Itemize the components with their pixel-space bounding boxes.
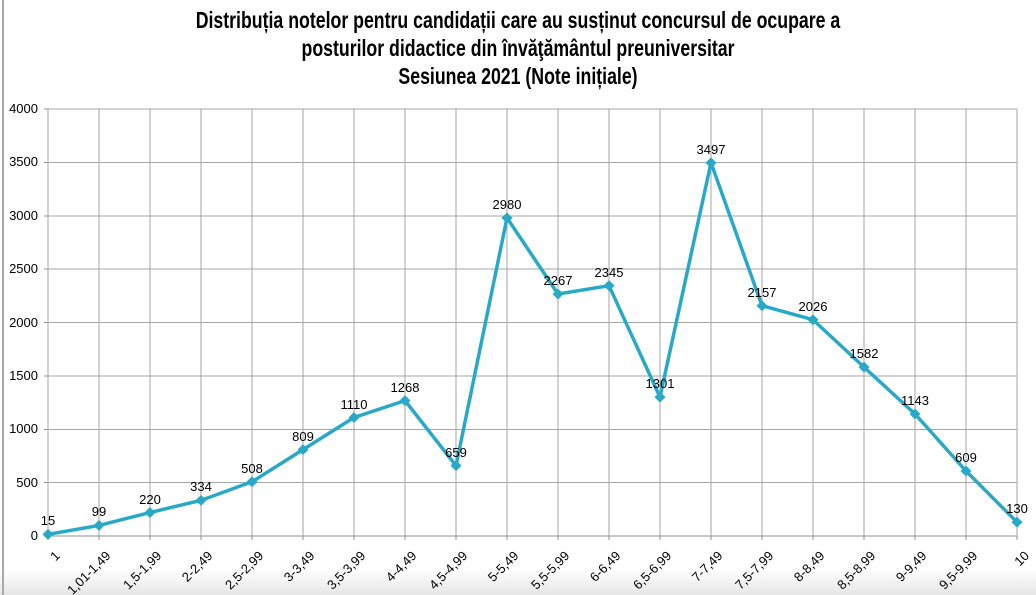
data-point-label: 2157 [747,284,777,300]
y-axis-tick-label: 1500 [9,367,38,383]
data-point-marker [552,288,564,300]
data-point-label: 1268 [390,379,420,395]
y-axis-tick-label: 2500 [9,261,38,277]
window-bottom-edge [0,569,1036,595]
data-point-label: 99 [91,504,107,520]
data-point-label: 2267 [543,272,573,288]
data-point-marker [42,528,54,540]
data-point-marker [144,507,156,519]
data-point-label: 130 [1006,501,1028,517]
data-point-label: 659 [445,444,467,460]
data-point-label: 1582 [849,346,879,362]
y-axis-tick-label: 4000 [9,101,38,116]
data-point-marker [960,465,972,477]
data-point-label: 3497 [696,141,726,157]
data-point-marker [246,476,258,488]
window-left-border [2,0,4,595]
data-point-marker [705,157,717,169]
data-point-marker [858,361,870,373]
data-point-label: 220 [139,491,161,507]
y-axis-tick-label: 1000 [9,421,38,437]
data-point-marker [93,519,105,531]
chart-title: Distribuția notelor pentru candidații ca… [0,6,1036,90]
y-axis-tick-label: 2000 [9,314,38,330]
data-point-label: 2345 [594,264,624,280]
data-point-label: 2026 [798,298,828,314]
chart-title-line-3: Sesiunea 2021 (Note inițiale) [398,63,638,89]
y-axis-tick-label: 3000 [9,207,38,223]
data-point-label: 2980 [492,196,522,212]
chart-title-line-1: Distribuția notelor pentru candidații ca… [195,7,841,33]
y-axis-tick-label: 0 [30,528,38,543]
chart-title-line-2: posturilor didactice din învăţământul pr… [301,35,735,61]
data-point-label: 809 [292,428,314,444]
data-point-marker [1011,516,1023,528]
data-point-marker [195,494,207,506]
data-point-marker [348,412,360,424]
data-point-label: 1301 [645,376,675,392]
data-point-marker [807,314,819,326]
data-point-label: 508 [241,460,263,476]
data-point-marker [450,460,462,472]
y-axis-tick-label: 3500 [9,154,38,170]
data-point-marker [399,395,411,407]
data-point-label: 1110 [340,396,368,412]
data-point-marker [756,300,768,312]
data-point-marker [654,391,666,403]
data-point-marker [297,444,309,456]
series-line [46,160,1019,537]
y-axis-tick-label: 500 [16,474,38,490]
data-point-marker [603,280,615,292]
data-point-marker [909,408,921,420]
data-point-marker [501,212,513,224]
data-point-label: 609 [955,449,977,465]
data-point-label: 15 [40,513,56,529]
data-point-label: 334 [190,479,212,495]
data-point-label: 1143 [901,392,929,408]
